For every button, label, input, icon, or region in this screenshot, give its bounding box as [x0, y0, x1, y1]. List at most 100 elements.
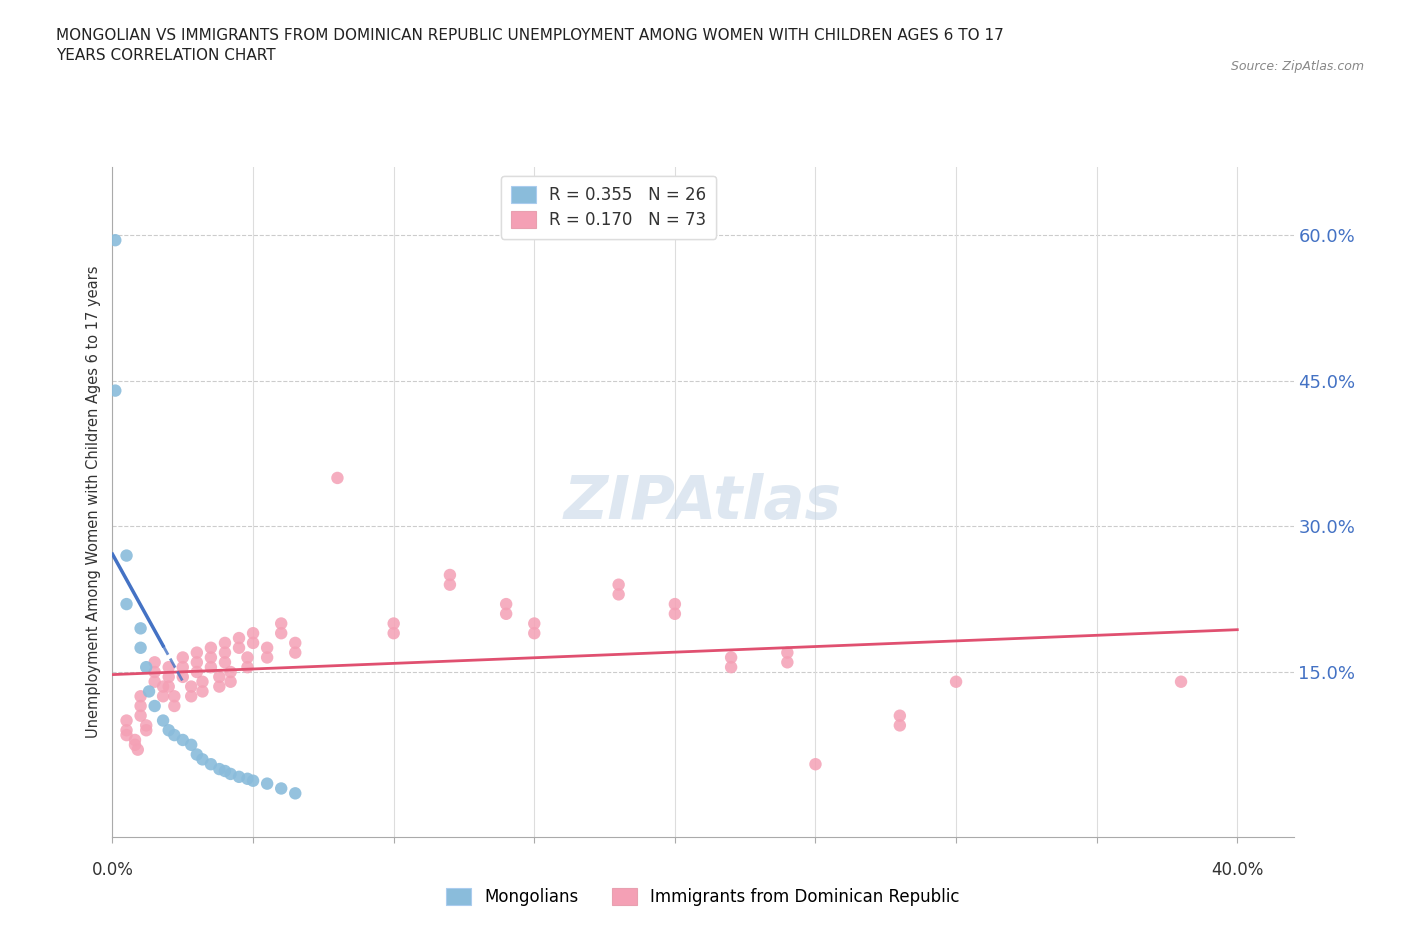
Point — [200, 659, 222, 674]
Point — [495, 606, 517, 621]
Point — [172, 733, 194, 748]
Legend: Mongolians, Immigrants from Dominican Republic: Mongolians, Immigrants from Dominican Re… — [440, 881, 966, 912]
Point — [219, 766, 242, 781]
Point — [172, 650, 194, 665]
Point — [804, 757, 827, 772]
Point — [127, 742, 149, 757]
Point — [720, 659, 742, 674]
Point — [172, 670, 194, 684]
Point — [228, 769, 250, 784]
Text: 40.0%: 40.0% — [1211, 861, 1264, 879]
Point — [664, 597, 686, 612]
Text: Source: ZipAtlas.com: Source: ZipAtlas.com — [1230, 60, 1364, 73]
Text: MONGOLIAN VS IMMIGRANTS FROM DOMINICAN REPUBLIC UNEMPLOYMENT AMONG WOMEN WITH CH: MONGOLIAN VS IMMIGRANTS FROM DOMINICAN R… — [56, 28, 1004, 62]
Point — [889, 718, 911, 733]
Point — [1170, 674, 1192, 689]
Point — [180, 679, 202, 694]
Point — [326, 471, 349, 485]
Point — [664, 606, 686, 621]
Point — [776, 655, 799, 670]
Point — [135, 718, 157, 733]
Point — [186, 655, 208, 670]
Point — [163, 727, 186, 742]
Point — [180, 689, 202, 704]
Point — [889, 709, 911, 724]
Point — [219, 665, 242, 680]
Point — [208, 762, 231, 777]
Point — [242, 626, 264, 641]
Point — [186, 747, 208, 762]
Point — [270, 626, 292, 641]
Point — [200, 650, 222, 665]
Point — [152, 713, 174, 728]
Point — [439, 567, 461, 582]
Point — [214, 635, 236, 650]
Point — [163, 698, 186, 713]
Y-axis label: Unemployment Among Women with Children Ages 6 to 17 years: Unemployment Among Women with Children A… — [86, 266, 101, 738]
Point — [152, 679, 174, 694]
Point — [138, 684, 160, 698]
Point — [104, 232, 127, 247]
Point — [115, 727, 138, 742]
Point — [228, 641, 250, 656]
Legend: R = 0.355   N = 26, R = 0.170   N = 73: R = 0.355 N = 26, R = 0.170 N = 73 — [501, 176, 716, 239]
Point — [208, 679, 231, 694]
Point — [523, 626, 546, 641]
Point — [242, 635, 264, 650]
Point — [256, 650, 278, 665]
Point — [180, 737, 202, 752]
Point — [270, 616, 292, 631]
Text: ZIPAtlas: ZIPAtlas — [564, 472, 842, 532]
Point — [236, 650, 259, 665]
Point — [129, 641, 152, 656]
Point — [284, 786, 307, 801]
Point — [214, 764, 236, 778]
Point — [143, 655, 166, 670]
Point — [284, 635, 307, 650]
Point — [124, 733, 146, 748]
Point — [143, 698, 166, 713]
Point — [256, 777, 278, 791]
Point — [776, 645, 799, 660]
Point — [129, 621, 152, 636]
Point — [439, 578, 461, 592]
Point — [115, 713, 138, 728]
Point — [191, 674, 214, 689]
Point — [115, 597, 138, 612]
Point — [720, 650, 742, 665]
Point — [270, 781, 292, 796]
Point — [152, 689, 174, 704]
Point — [242, 773, 264, 788]
Point — [200, 641, 222, 656]
Point — [129, 698, 152, 713]
Point — [129, 709, 152, 724]
Point — [495, 597, 517, 612]
Point — [135, 659, 157, 674]
Point — [157, 670, 180, 684]
Point — [104, 383, 127, 398]
Point — [214, 645, 236, 660]
Point — [186, 665, 208, 680]
Point — [124, 737, 146, 752]
Point — [236, 659, 259, 674]
Point — [228, 631, 250, 645]
Point — [191, 684, 214, 698]
Point — [115, 723, 138, 737]
Point — [115, 548, 138, 563]
Point — [157, 723, 180, 737]
Point — [135, 723, 157, 737]
Point — [945, 674, 967, 689]
Point — [200, 757, 222, 772]
Point — [214, 655, 236, 670]
Point — [382, 626, 405, 641]
Point — [129, 689, 152, 704]
Point — [143, 674, 166, 689]
Point — [607, 587, 630, 602]
Point — [523, 616, 546, 631]
Point — [382, 616, 405, 631]
Point — [208, 670, 231, 684]
Point — [236, 771, 259, 786]
Point — [157, 679, 180, 694]
Point — [284, 645, 307, 660]
Point — [157, 659, 180, 674]
